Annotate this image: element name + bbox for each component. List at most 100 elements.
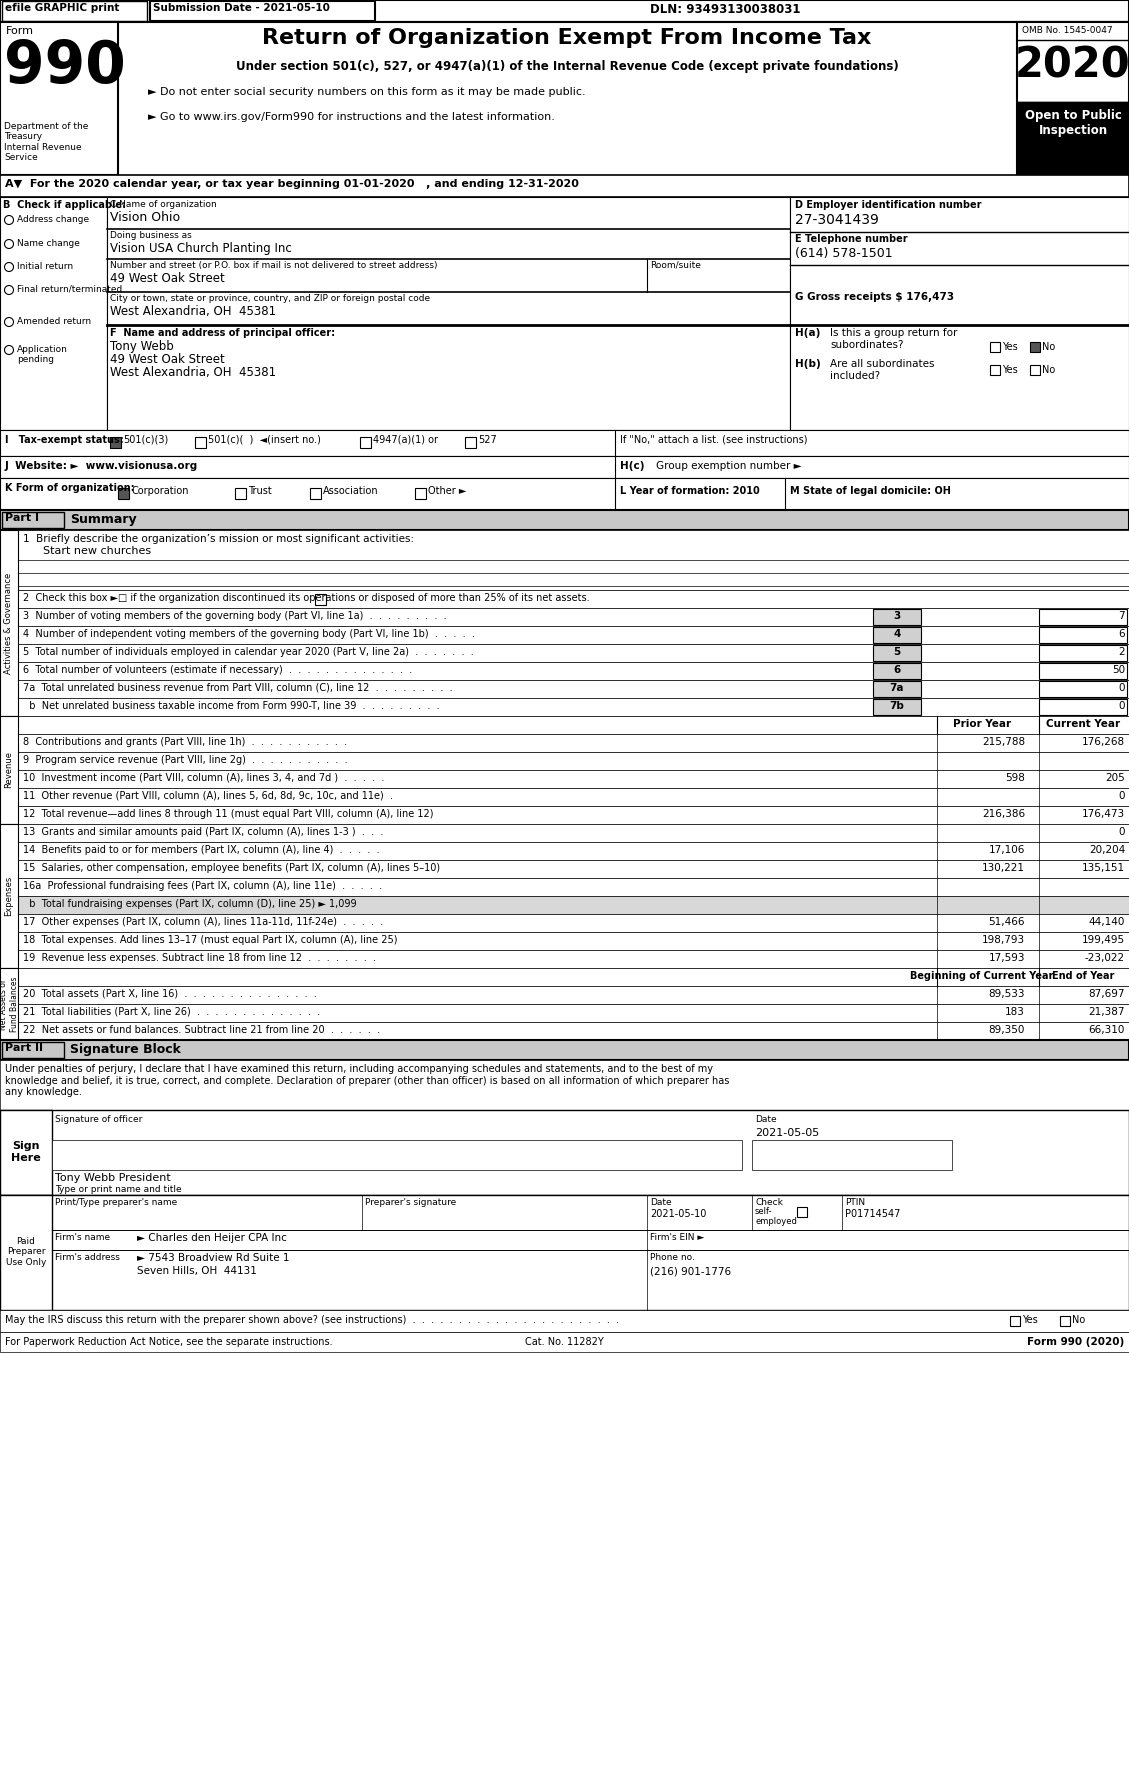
Bar [18,627,1129,645]
Text: 176,473: 176,473 [1082,810,1124,818]
Bar [18,788,1129,806]
Text: Initial return: Initial return [17,261,73,270]
Bar [2,512,64,528]
Text: I   Tax-exempt status:: I Tax-exempt status: [5,435,124,444]
Text: Tony Webb: Tony Webb [110,340,174,353]
Bar [990,365,1000,374]
Text: Beginning of Current Year: Beginning of Current Year [910,971,1053,981]
Text: Are all subordinates: Are all subordinates [830,358,935,369]
Bar [873,663,921,679]
Bar [18,589,1129,607]
Bar [0,967,18,1041]
Text: Name change: Name change [17,238,80,247]
Text: 198,793: 198,793 [982,935,1025,946]
Text: 51,466: 51,466 [989,917,1025,928]
Text: Yes: Yes [1003,342,1017,353]
Bar [119,21,1017,176]
Bar [0,510,1129,530]
Text: M State of legal domicile: OH: M State of legal domicile: OH [790,485,951,496]
Text: 5: 5 [893,647,901,657]
Bar [1039,681,1127,697]
Text: 4  Number of independent voting members of the governing body (Part VI, line 1b): 4 Number of independent voting members o… [23,629,475,639]
Text: 7a: 7a [890,682,904,693]
Text: Submission Date - 2021-05-10: Submission Date - 2021-05-10 [154,4,330,13]
Bar [18,770,1129,788]
Text: Phone no.: Phone no. [650,1254,694,1263]
Text: ► 7543 Broadview Rd Suite 1: ► 7543 Broadview Rd Suite 1 [137,1254,289,1263]
Text: Is this a group return for: Is this a group return for [830,328,957,338]
Text: 20  Total assets (Part X, line 16)  .  .  .  .  .  .  .  .  .  .  .  .  .  .  .: 20 Total assets (Part X, line 16) . . . … [23,989,317,999]
Bar [18,681,1129,698]
Text: 2: 2 [1119,647,1124,657]
Text: Application
pending: Application pending [17,346,68,364]
Text: Part II: Part II [5,1042,43,1053]
Text: 2021-05-10: 2021-05-10 [650,1209,707,1220]
Bar [415,487,426,500]
Bar [1039,609,1127,625]
Bar [873,609,921,625]
Text: J  Website: ►  www.visionusa.org: J Website: ► www.visionusa.org [5,460,199,471]
Text: Yes: Yes [1003,365,1017,374]
Text: 89,350: 89,350 [989,1024,1025,1035]
Bar [18,967,1129,987]
Text: b  Total fundraising expenses (Part IX, column (D), line 25) ► 1,099: b Total fundraising expenses (Part IX, c… [23,899,357,910]
Text: 183: 183 [1005,1007,1025,1017]
Text: Paid
Preparer
Use Only: Paid Preparer Use Only [6,1238,46,1266]
Bar [18,716,1129,734]
Bar [195,437,205,448]
Text: 6: 6 [893,664,901,675]
Bar [790,197,1129,430]
Text: 27-3041439: 27-3041439 [795,213,878,227]
Text: 10  Investment income (Part VIII, column (A), lines 3, 4, and 7d )  .  .  .  .  : 10 Investment income (Part VIII, column … [23,774,384,783]
Text: No: No [1042,342,1056,353]
Text: 14  Benefits paid to or for members (Part IX, column (A), line 4)  .  .  .  .  .: 14 Benefits paid to or for members (Part… [23,845,379,854]
Text: 2020: 2020 [1015,45,1129,86]
Text: Prior Year: Prior Year [953,718,1012,729]
Text: 130,221: 130,221 [982,863,1025,872]
Text: Return of Organization Exempt From Income Tax: Return of Organization Exempt From Incom… [262,29,872,48]
Bar [119,487,129,500]
Bar [752,1141,952,1170]
Bar [18,1023,1129,1041]
Bar [18,663,1129,681]
Bar [797,1207,807,1218]
Text: 3  Number of voting members of the governing body (Part VI, line 1a)  .  .  .  .: 3 Number of voting members of the govern… [23,611,447,621]
Bar [150,2,375,21]
Text: 21  Total liabilities (Part X, line 26)  .  .  .  .  .  .  .  .  .  .  .  .  .  : 21 Total liabilities (Part X, line 26) .… [23,1007,321,1017]
Bar [1017,21,1129,176]
Text: Firm's address: Firm's address [55,1254,120,1263]
Bar [18,931,1129,949]
Text: H(c): H(c) [620,460,645,471]
Bar [1039,645,1127,661]
Text: Start new churches: Start new churches [43,546,151,555]
Bar [18,645,1129,663]
Bar [107,197,790,430]
Bar [18,806,1129,824]
Text: 4947(a)(1) or: 4947(a)(1) or [373,435,438,444]
Text: 501(c)(3): 501(c)(3) [123,435,168,444]
Bar [0,716,18,824]
Bar [0,1110,1129,1195]
Text: 215,788: 215,788 [982,738,1025,747]
Bar [1039,627,1127,643]
Text: self-
employed: self- employed [755,1207,797,1227]
Text: Seven Hills, OH  44131: Seven Hills, OH 44131 [137,1266,257,1275]
Text: 50: 50 [1112,664,1124,675]
Bar [0,478,1129,510]
Text: 7a  Total unrelated business revenue from Part VIII, column (C), line 12  .  .  : 7a Total unrelated business revenue from… [23,682,453,693]
Text: Open to Public
Inspection: Open to Public Inspection [1024,109,1121,136]
Bar [0,21,1129,176]
Text: Date: Date [650,1198,672,1207]
Bar [0,21,119,176]
Text: Cat. No. 11282Y: Cat. No. 11282Y [525,1338,603,1347]
Text: 501(c)(  )  ◄(insert no.): 501(c)( ) ◄(insert no.) [208,435,321,444]
Bar [18,752,1129,770]
Text: subordinates?: subordinates? [830,340,903,349]
Text: Yes: Yes [1022,1315,1038,1325]
Bar [465,437,476,448]
Text: 19  Revenue less expenses. Subtract line 18 from line 12  .  .  .  .  .  .  .  .: 19 Revenue less expenses. Subtract line … [23,953,376,964]
Text: 1  Briefly describe the organization’s mission or most significant activities:: 1 Briefly describe the organization’s mi… [23,534,414,544]
Text: 22  Net assets or fund balances. Subtract line 21 from line 20  .  .  .  .  .  .: 22 Net assets or fund balances. Subtract… [23,1024,380,1035]
Text: Group exemption number ►: Group exemption number ► [656,460,802,471]
Text: 66,310: 66,310 [1088,1024,1124,1035]
